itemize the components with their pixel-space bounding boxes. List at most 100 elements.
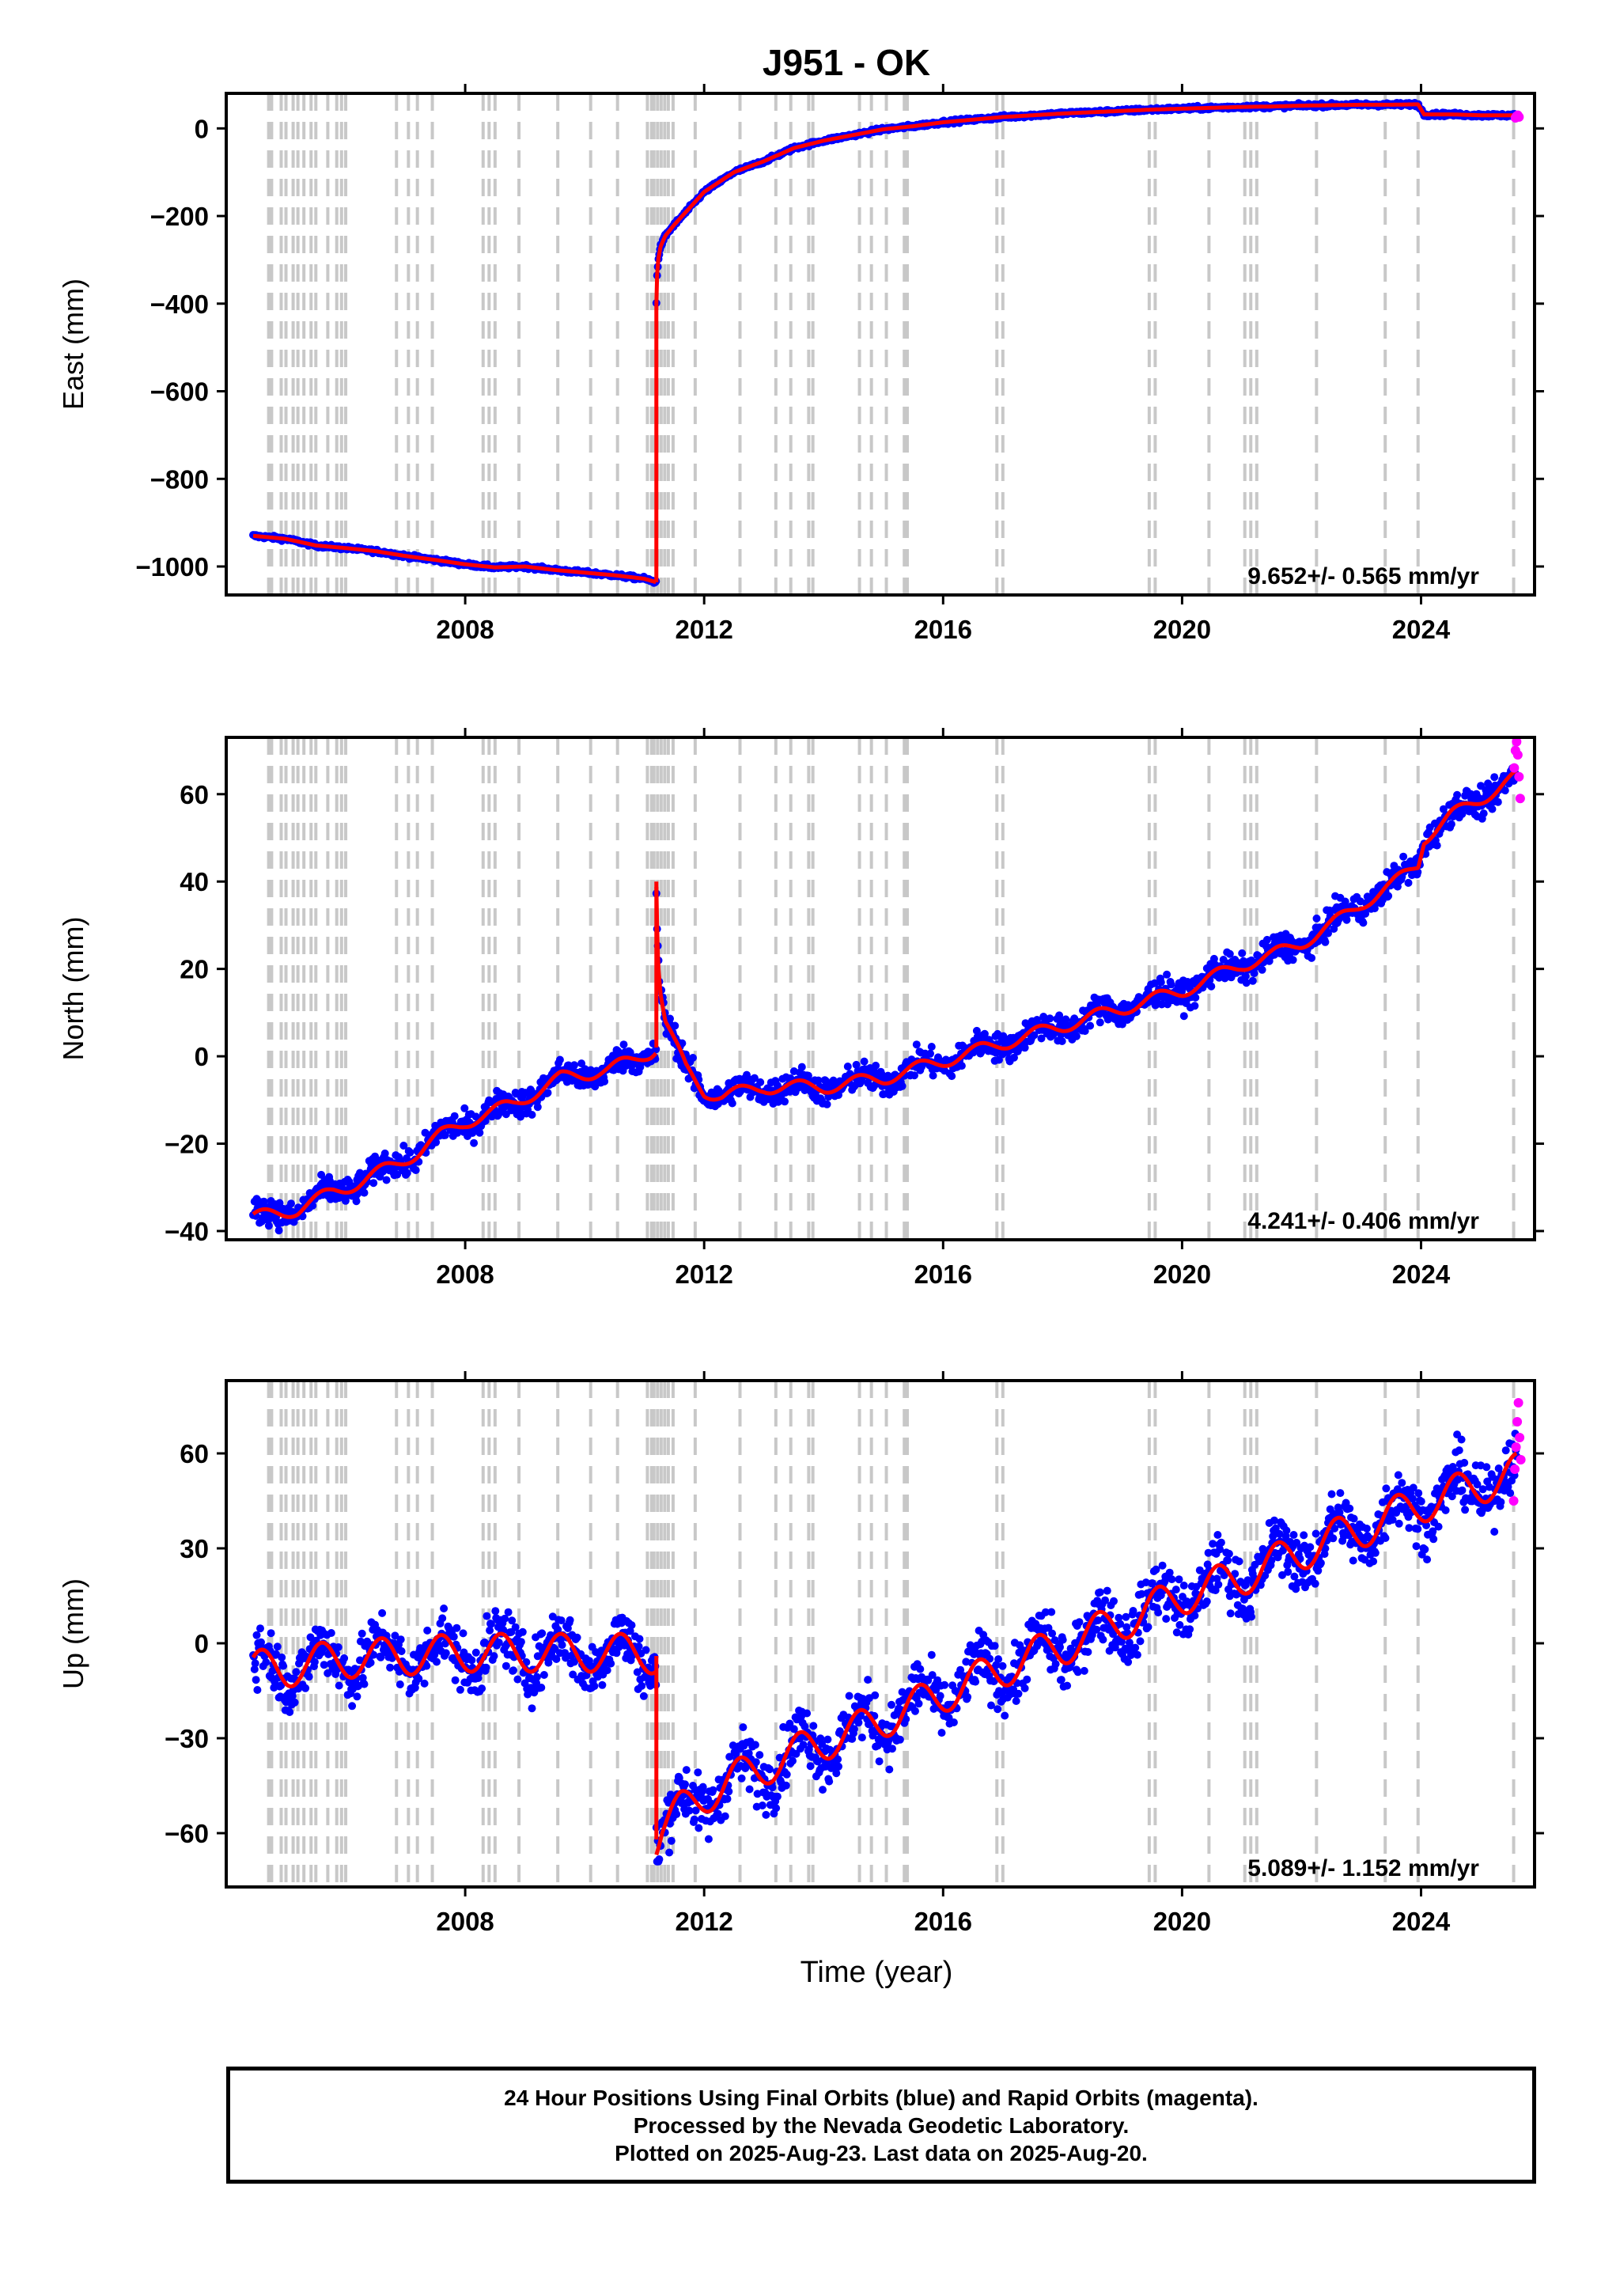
- x-tick-label: 2012: [675, 1260, 732, 1289]
- final-orbit-point: [603, 1666, 611, 1675]
- final-orbit-point: [340, 1654, 349, 1662]
- final-orbit-point: [823, 1735, 832, 1744]
- final-orbit-point: [768, 1783, 777, 1792]
- final-orbit-point: [475, 1128, 484, 1137]
- rapid-orbit-point: [1514, 112, 1524, 122]
- final-orbit-point: [713, 1809, 722, 1818]
- final-orbit-point: [750, 1074, 759, 1082]
- final-orbit-point: [528, 1704, 536, 1713]
- final-orbit-point: [1308, 953, 1316, 962]
- y-axis-label: North (mm): [57, 917, 89, 1061]
- final-orbit-point: [888, 1745, 896, 1753]
- final-orbit-point: [539, 1671, 548, 1679]
- y-tick-label: 60: [180, 780, 209, 809]
- final-orbit-point: [885, 1765, 894, 1774]
- final-orbit-point: [998, 1661, 1007, 1670]
- velocity-annotation: 4.241+/- 0.406 mm/yr: [1247, 1208, 1479, 1234]
- final-orbit-point: [557, 1616, 566, 1625]
- final-orbit-point: [949, 1718, 958, 1726]
- x-tick-label: 2020: [1153, 615, 1211, 644]
- x-tick-label: 2024: [1392, 615, 1451, 644]
- final-orbit-point: [773, 1081, 782, 1089]
- final-orbit-point: [1191, 993, 1200, 1002]
- final-orbit-point: [773, 1792, 782, 1801]
- final-orbit-point: [739, 1723, 748, 1732]
- final-orbit-point: [451, 1676, 460, 1684]
- x-tick-label: 2016: [914, 1260, 972, 1289]
- final-orbit-point: [781, 1097, 789, 1106]
- final-orbit-point: [1020, 1044, 1029, 1052]
- final-orbit-point: [694, 1768, 702, 1777]
- final-orbit-point: [1490, 773, 1499, 782]
- final-orbit-point: [590, 1682, 599, 1691]
- final-orbit-point: [1051, 1660, 1060, 1669]
- final-orbit-point: [1225, 949, 1234, 958]
- final-orbit-point: [292, 1668, 301, 1677]
- final-orbit-point: [1080, 1666, 1088, 1675]
- final-orbit-point: [1207, 982, 1216, 991]
- final-orbit-point: [422, 1661, 431, 1670]
- final-orbit-point: [452, 1623, 461, 1632]
- final-orbit-point: [483, 1612, 491, 1620]
- y-tick-label: 20: [180, 955, 209, 984]
- final-orbit-point: [789, 1756, 797, 1765]
- final-orbit-point: [1250, 969, 1258, 978]
- final-orbit-point: [251, 1659, 259, 1668]
- final-orbit-point: [826, 1745, 835, 1754]
- final-orbit-point: [396, 1635, 405, 1644]
- final-orbit-point: [682, 1766, 691, 1775]
- final-orbit-point: [642, 1646, 650, 1654]
- final-orbit-point: [470, 1139, 479, 1147]
- final-orbit-point: [1058, 1037, 1066, 1045]
- final-orbit-point: [1046, 1014, 1054, 1023]
- final-orbit-point: [537, 1684, 546, 1692]
- final-orbit-point: [585, 1657, 593, 1665]
- final-orbit-point: [689, 1054, 697, 1062]
- final-orbit-point: [948, 1072, 956, 1081]
- final-orbit-point: [852, 1060, 861, 1069]
- final-orbit-point: [995, 1055, 1003, 1064]
- final-orbit-point: [671, 1021, 679, 1030]
- final-orbit-point: [320, 1661, 328, 1669]
- final-orbit-point: [941, 1680, 949, 1689]
- final-orbit-point: [937, 1729, 946, 1737]
- final-orbit-point: [755, 1751, 764, 1760]
- final-orbit-point: [655, 1855, 664, 1863]
- y-tick-label: 40: [180, 867, 209, 896]
- rapid-orbit-point: [1512, 737, 1522, 747]
- final-orbit-point: [667, 1836, 676, 1845]
- final-orbit-point: [1056, 1642, 1064, 1651]
- final-orbit-point: [380, 1149, 389, 1157]
- x-tick-label: 2024: [1392, 1260, 1451, 1289]
- final-orbit-point: [690, 1815, 698, 1824]
- model-curve-pre: [251, 1631, 657, 1688]
- final-orbit-point: [1439, 805, 1448, 813]
- model-curve-post: [654, 102, 1517, 304]
- final-orbit-point: [420, 1679, 429, 1688]
- final-orbit-point: [414, 1674, 423, 1683]
- final-orbit-point: [926, 1049, 934, 1058]
- final-orbit-point: [1057, 1676, 1065, 1684]
- final-orbit-point: [704, 1835, 713, 1843]
- final-orbit-point: [1124, 1001, 1133, 1010]
- final-orbit-point: [1037, 1034, 1046, 1043]
- final-orbit-point: [399, 1142, 408, 1150]
- final-orbit-point: [406, 1148, 414, 1157]
- final-orbit-point: [1359, 919, 1368, 927]
- final-orbit-point: [782, 1781, 790, 1790]
- final-orbit-point: [600, 1077, 609, 1085]
- final-orbit-point: [1086, 1021, 1095, 1030]
- final-orbit-point: [430, 1650, 439, 1659]
- final-orbit-point: [569, 1670, 577, 1679]
- final-orbit-point: [766, 1765, 774, 1774]
- final-orbit-point: [366, 1658, 375, 1667]
- final-orbit-point: [1099, 1635, 1107, 1644]
- x-tick-label: 2008: [436, 615, 494, 644]
- final-orbit-point: [751, 1741, 759, 1749]
- final-orbit-point: [834, 1755, 842, 1764]
- final-orbit-point: [391, 1631, 399, 1640]
- final-orbit-point: [598, 1680, 607, 1689]
- final-orbit-point: [396, 1680, 404, 1688]
- final-orbit-point: [835, 1762, 842, 1771]
- panel-frame: [225, 736, 1536, 1241]
